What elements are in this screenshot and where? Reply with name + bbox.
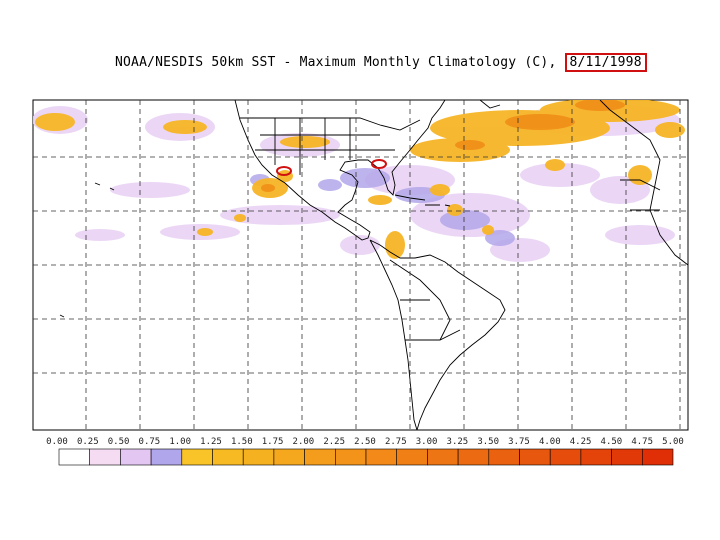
color-scale-tick-label: 2.25 bbox=[323, 437, 346, 447]
color-scale-tick-label: 1.00 bbox=[169, 437, 192, 447]
color-scale-swatch bbox=[549, 448, 582, 466]
color-scale-swatch bbox=[212, 448, 244, 466]
color-scale-swatch bbox=[641, 448, 674, 466]
color-scale-tick-label: 5.00 bbox=[662, 437, 684, 447]
color-scale-tick-label: 1.50 bbox=[230, 437, 253, 447]
color-scale-tick-label: 2.00 bbox=[292, 437, 315, 447]
color-scale-tick-label: 2.75 bbox=[384, 437, 407, 447]
color-scale-tick-label: 0.25 bbox=[76, 437, 99, 447]
color-scale-tick-label: 4.75 bbox=[631, 437, 654, 447]
color-scale-tick-label: 3.00 bbox=[415, 437, 438, 447]
color-scale-swatch bbox=[519, 448, 551, 466]
highlight-marker-pacific bbox=[276, 166, 292, 176]
color-scale-tick-label: 2.50 bbox=[354, 437, 376, 447]
color-scale-swatch bbox=[365, 448, 398, 466]
color-scale-swatch bbox=[58, 448, 91, 466]
color-scale-tick-label: 1.25 bbox=[200, 437, 222, 447]
color-scale-swatch bbox=[457, 448, 490, 466]
color-scale-swatch bbox=[150, 448, 183, 466]
map-title: NOAA/NESDIS 50km SST - Maximum Monthly C… bbox=[115, 53, 647, 72]
color-scale-labels: 0.00 0.25 0.50 0.75 1.00 1.25 1.50 1.75 2.00 2.25… bbox=[46, 437, 686, 449]
color-scale-tick-label: 3.75 bbox=[508, 437, 530, 447]
color-scale-tick-label: 3.25 bbox=[446, 437, 469, 447]
color-scale-tick-label: 4.50 bbox=[600, 437, 623, 447]
color-scale-swatch bbox=[89, 448, 121, 466]
graticule bbox=[33, 100, 688, 430]
color-scale-tick-label: 3.50 bbox=[477, 437, 500, 447]
color-scale-swatch bbox=[427, 448, 459, 466]
color-scale-swatch bbox=[304, 448, 336, 466]
color-scale-tick-label: 0.00 bbox=[46, 437, 68, 447]
color-scale-swatch bbox=[611, 448, 643, 466]
color-scale-swatch bbox=[396, 448, 428, 466]
color-scale-tick-label: 4.25 bbox=[569, 437, 592, 447]
color-scale-swatch bbox=[181, 448, 213, 466]
color-scale-swatch bbox=[334, 448, 367, 466]
color-scale-swatch bbox=[120, 448, 152, 466]
coastlines bbox=[59, 100, 688, 430]
color-scale-tick-label: 0.50 bbox=[107, 437, 130, 447]
color-scale-swatch bbox=[242, 448, 275, 466]
color-scale-swatch bbox=[488, 448, 520, 466]
title-text: NOAA/NESDIS 50km SST - Maximum Monthly C… bbox=[115, 55, 557, 70]
color-scale-tick-label: 0.75 bbox=[138, 437, 161, 447]
title-date-highlight: 8/11/1998 bbox=[564, 53, 647, 72]
very-high-anomaly-patches bbox=[261, 100, 625, 192]
color-scale-bar bbox=[58, 448, 674, 466]
color-scale-swatch bbox=[580, 448, 612, 466]
highlight-marker-gulf bbox=[371, 159, 387, 169]
color-scale-swatch bbox=[273, 448, 305, 466]
color-scale-tick-label: 4.00 bbox=[538, 437, 561, 447]
color-scale-tick-label: 1.75 bbox=[261, 437, 284, 447]
